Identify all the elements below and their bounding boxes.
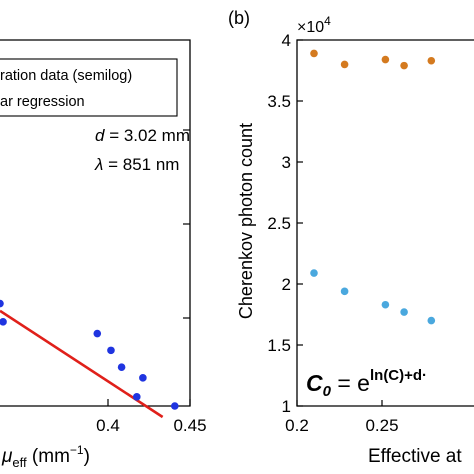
calibration-point <box>117 363 126 372</box>
calibration-point <box>0 299 4 308</box>
photon-count-point <box>400 61 408 70</box>
panel-b-y-tick-label: 2.5 <box>267 214 291 233</box>
photon-count-point <box>381 55 390 64</box>
panel-b-ylabel: Cherenkov photon count <box>236 123 256 319</box>
photon-count-point <box>427 316 436 325</box>
panel-a-x-tick-label: 0.45 <box>173 416 206 435</box>
panel-a-annotation-lambda: λ = 851 nm <box>94 155 179 174</box>
panel-a-legend-box <box>0 58 178 117</box>
panel-b-axes <box>296 39 474 407</box>
panel-b-y-tick-label: 3.5 <box>267 92 291 111</box>
calibration-point <box>107 346 115 355</box>
panel-a-marks <box>0 299 179 419</box>
panel-a-x-tick-label: 0.4 <box>96 416 120 435</box>
panel-b-scale-factor: ×104 <box>297 14 331 36</box>
regression-line <box>0 309 164 419</box>
panel-b-x-tick-label: 0.2 <box>285 416 309 435</box>
panel-b-y-tick-label: 3 <box>282 153 291 172</box>
photon-count-point <box>400 308 408 316</box>
panel-b-y-tick-label: 1.5 <box>267 336 291 355</box>
calibration-point <box>93 329 102 338</box>
panel-a: ration data (semilog) ar regression d = … <box>0 39 207 470</box>
panel-b: (b) ×104 1 1.5 2 2.5 3 3.5 4 0.2 0.25 Cherenkov … <box>228 8 474 467</box>
panel-b-xlabel: Effective at <box>368 446 462 467</box>
panel-b-y-tick-label: 4 <box>282 31 291 50</box>
panel-a-xlabel: μeff (mm−1) <box>1 443 90 470</box>
photon-count-point <box>427 56 436 65</box>
calibration-point <box>133 393 141 401</box>
calibration-point <box>171 402 179 410</box>
panel-a-legend-regression: ar regression <box>0 94 85 110</box>
panel-b-ticks: 1 1.5 2 2.5 3 3.5 4 0.2 0.25 <box>267 31 398 435</box>
calibration-point <box>0 318 7 326</box>
photon-count-point <box>340 287 349 296</box>
panel-b-label: (b) <box>228 8 250 28</box>
panel-a-annotation-d: d = 3.02 mm <box>95 126 190 145</box>
photon-count-point <box>310 49 318 58</box>
panel-a-legend-data: ration data (semilog) <box>0 68 132 84</box>
panel-b-x-tick-label: 0.25 <box>365 416 398 435</box>
panel-b-formula: C0 = eln(C)+d· <box>306 367 427 400</box>
photon-count-point <box>310 269 318 277</box>
panel-b-marks <box>310 49 436 325</box>
panel-b-y-tick-label: 2 <box>282 275 291 294</box>
photon-count-point <box>381 300 390 309</box>
photon-count-point <box>340 60 349 69</box>
panel-b-y-tick-label: 1 <box>282 397 291 416</box>
calibration-point <box>139 374 147 382</box>
panel-a-axes <box>0 39 191 407</box>
